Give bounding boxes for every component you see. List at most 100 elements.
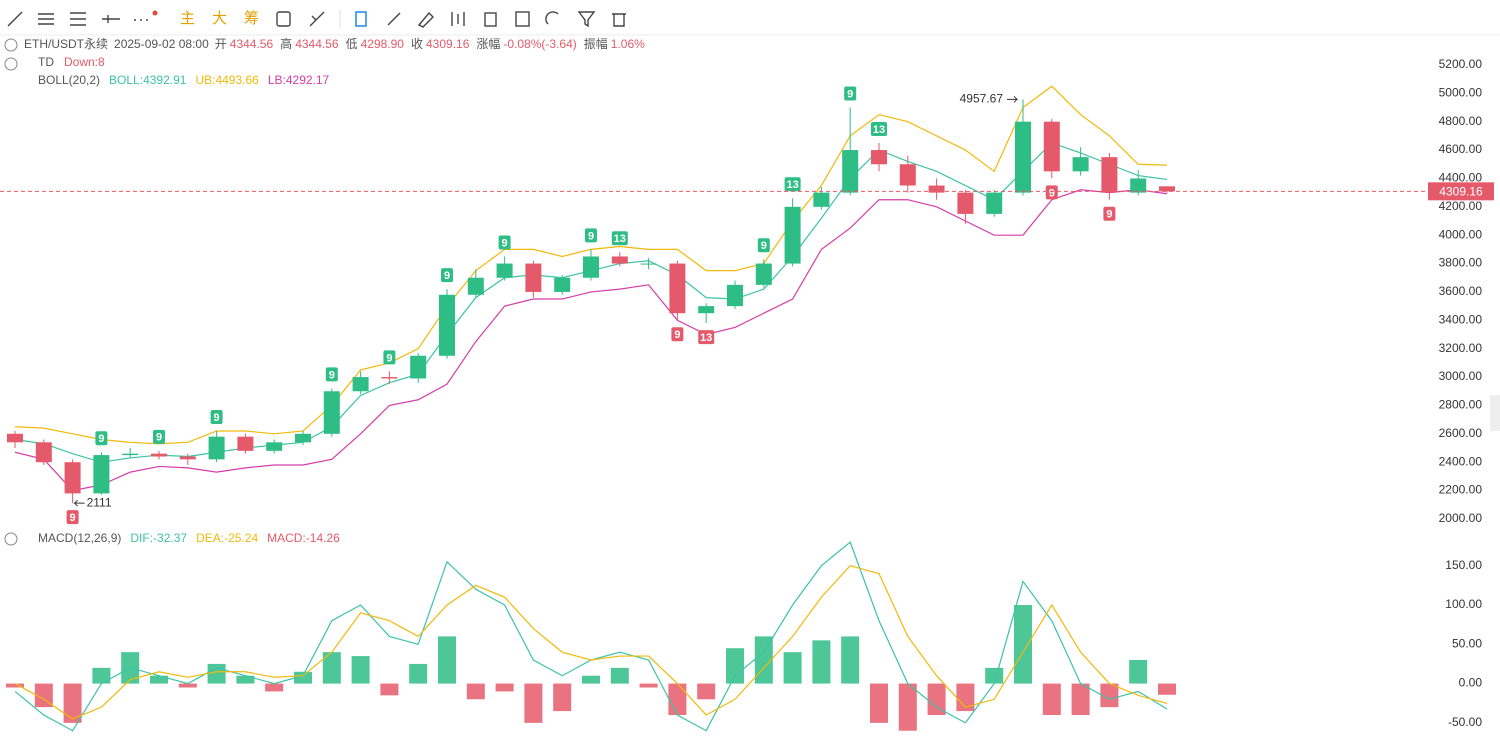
- candle-tool[interactable]: [451, 12, 465, 26]
- header-label: 开: [215, 37, 227, 51]
- td-count: 9: [1106, 209, 1112, 221]
- price-tick-label: 4600.00: [1439, 142, 1483, 156]
- candle-body: [35, 442, 52, 463]
- boll-legend: BOLL(20,2): [38, 73, 100, 87]
- candle-body: [410, 355, 427, 379]
- td-badge: [585, 228, 597, 243]
- candle-body: [755, 263, 772, 285]
- td-count: 9: [70, 512, 76, 524]
- big-button[interactable]: 大: [212, 10, 227, 27]
- td-count: 9: [214, 412, 220, 424]
- note-tool[interactable]: [515, 11, 530, 27]
- td-count: 9: [502, 237, 508, 249]
- macd-bar: [438, 636, 456, 684]
- macd-bar: [63, 683, 82, 723]
- price-tick-label: 3000.00: [1439, 369, 1483, 383]
- candle-body: [352, 377, 369, 392]
- td-badge: [871, 121, 887, 136]
- candle-body: [669, 263, 686, 314]
- td-count: 9: [156, 432, 162, 444]
- td-badge: [210, 409, 223, 424]
- td-badge: [66, 510, 79, 525]
- macd-bar: [409, 663, 428, 684]
- td-badge: [784, 177, 801, 192]
- candle-body: [7, 433, 23, 443]
- td-badge: [611, 231, 628, 246]
- macd-bar: [34, 683, 53, 708]
- candle-body: [727, 284, 743, 307]
- price-tick-label: 4400.00: [1439, 171, 1483, 185]
- main-button[interactable]: 主: [180, 10, 195, 27]
- macd-bar: [1129, 660, 1148, 684]
- boll-legend: UB:4493.66: [195, 73, 259, 87]
- parallel-tool[interactable]: [70, 12, 86, 26]
- annotation-arrow: [73, 499, 85, 507]
- header-value: 4309.16: [426, 37, 470, 51]
- td-count: 9: [674, 329, 680, 341]
- price-tick-label: 2200.00: [1439, 483, 1483, 497]
- header-label: 低: [346, 37, 358, 51]
- candle-body: [986, 192, 1003, 214]
- measure-tool[interactable]: [309, 11, 325, 27]
- header-label: 收: [411, 37, 423, 51]
- td-badge: [698, 330, 715, 345]
- candle-body: [784, 206, 801, 264]
- ray-tool[interactable]: [102, 15, 120, 23]
- chip-button[interactable]: 筹: [244, 10, 259, 27]
- macd-bar: [1042, 683, 1061, 715]
- copy-tool[interactable]: [355, 11, 367, 27]
- macd-bar: [668, 683, 687, 715]
- macd-bar: [6, 683, 24, 688]
- price-tick-label: 2400.00: [1439, 454, 1483, 468]
- macd-bar: [495, 683, 514, 692]
- candle-body: [266, 442, 283, 451]
- boll-legend: BOLL:4392.91: [109, 73, 187, 87]
- candle-body: [381, 377, 398, 379]
- candle-body: [208, 436, 225, 460]
- td-count: 9: [588, 230, 594, 242]
- macd-bar: [726, 648, 744, 684]
- candle-body: [179, 456, 196, 460]
- magnet-tool[interactable]: [545, 11, 559, 25]
- macd-bar: [841, 636, 860, 684]
- td-count: 13: [786, 179, 798, 191]
- td-badge: [383, 350, 396, 365]
- candle-body: [295, 433, 311, 443]
- lock-tool[interactable]: [484, 12, 497, 27]
- macd-tick-label: 100.00: [1445, 597, 1482, 611]
- header-value: 4344.56: [295, 37, 339, 51]
- candle-body: [64, 462, 81, 494]
- td-badge: [1045, 185, 1058, 200]
- macd-tick-label: 150.00: [1445, 558, 1482, 572]
- line-tool[interactable]: [7, 11, 23, 27]
- td-count: 9: [444, 270, 450, 282]
- header-value: 4298.90: [361, 37, 405, 51]
- candle-body: [1043, 121, 1060, 172]
- td-count: 9: [329, 369, 335, 381]
- macd-bar: [754, 636, 773, 684]
- ruler-tool[interactable]: [387, 12, 401, 26]
- candle-body: [323, 391, 340, 434]
- candle-body: [1072, 157, 1089, 172]
- candle-body: [928, 185, 945, 193]
- macd-bar: [150, 675, 168, 684]
- td-badge: [325, 367, 338, 382]
- td-count: 9: [1049, 187, 1055, 199]
- candle-body: [640, 263, 657, 265]
- macd-tick-label: -50.00: [1448, 715, 1482, 729]
- td-name: TD: [38, 55, 54, 69]
- td-count: 13: [700, 332, 712, 344]
- hline-tool[interactable]: [38, 13, 54, 25]
- filter-tool[interactable]: [577, 11, 596, 28]
- side-handle[interactable]: [1490, 395, 1500, 431]
- macd-bar: [1100, 683, 1119, 708]
- price-tick-label: 3600.00: [1439, 284, 1483, 298]
- pen-tool[interactable]: [417, 11, 434, 28]
- delete-tool[interactable]: [612, 13, 626, 27]
- sync-tool[interactable]: [276, 11, 291, 27]
- macd-bar: [639, 683, 658, 688]
- td-badge: [153, 429, 165, 444]
- candle-body: [957, 192, 974, 214]
- header-value: -0.08%(-3.64): [503, 37, 576, 51]
